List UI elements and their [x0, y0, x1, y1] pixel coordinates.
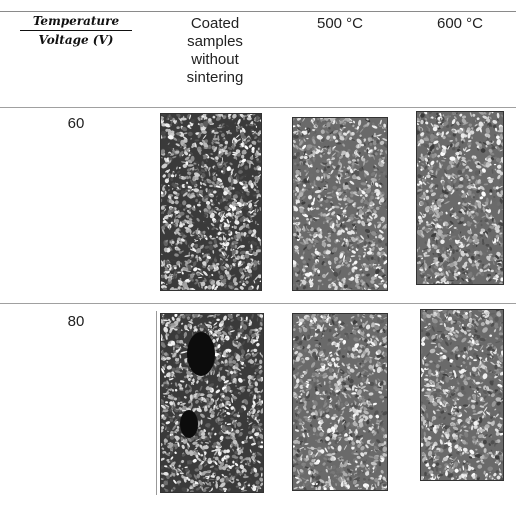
row-divider-header — [0, 107, 516, 108]
sem-texture — [161, 114, 261, 290]
sem-texture — [421, 310, 503, 480]
corner-header: Temperature Voltage (V) — [20, 14, 132, 47]
row-divider-60 — [0, 303, 516, 304]
sem-texture — [417, 112, 503, 284]
sem-image-60-unsintered — [160, 113, 262, 291]
table-top-rule — [0, 11, 516, 12]
sem-image-60-600c — [416, 111, 504, 285]
row-label-60: 60 — [67, 115, 85, 132]
sem-texture — [293, 314, 387, 490]
row-label-80: 80 — [67, 313, 85, 330]
sem-image-80-unsintered — [160, 313, 264, 493]
sem-image-80-500c — [292, 313, 388, 491]
column-divider — [156, 311, 157, 495]
corner-header-voltage: Voltage (V) — [38, 33, 114, 47]
column-header-unsintered: Coated samples without sintering — [186, 15, 244, 86]
corner-header-temperature: Temperature — [20, 14, 132, 31]
sem-image-60-500c — [292, 117, 388, 291]
column-header-500c: 500 °C — [316, 15, 364, 32]
sem-texture — [293, 118, 387, 290]
sem-image-80-600c — [420, 309, 504, 481]
sem-texture — [161, 314, 263, 492]
column-header-600c: 600 °C — [436, 15, 484, 32]
